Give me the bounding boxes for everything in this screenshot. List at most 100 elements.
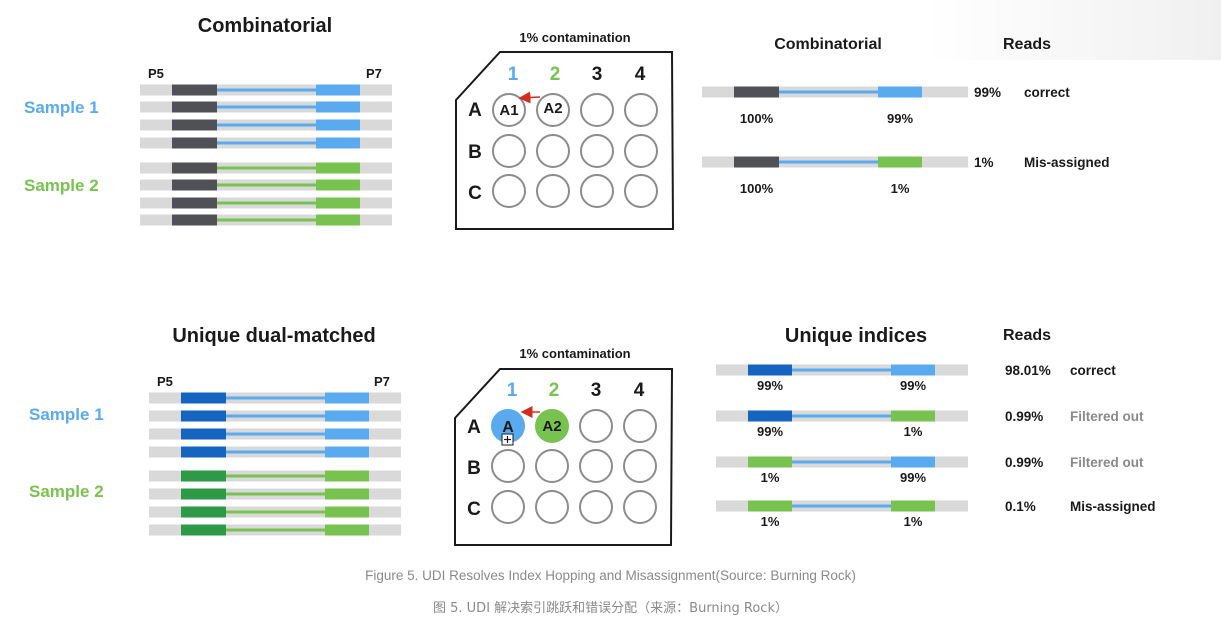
bottom-row-a: A [467,417,481,438]
read-label: Filtered out [1070,409,1144,424]
i5-index-block [172,214,217,226]
plate-well [492,134,526,168]
bottom-title: Unique dual-matched [172,325,375,347]
i5-index-block [181,470,226,482]
top-plate-labels: 1 2 3 4 A B C [468,64,646,204]
bottom-results: 99% 99% 98.01% correct 99% 1% 0.99% Filtered ou… [716,363,1156,529]
read-right-index [878,86,922,98]
read-left-index [734,86,779,98]
i7-index-block [316,214,360,226]
read-left-index [734,156,779,168]
i5-index-block [172,197,217,209]
top-p5-label: P5 [148,66,164,81]
top-right-shade [921,0,1221,60]
i5-index-block [172,84,217,96]
read-left-index [748,364,792,376]
top-wells [492,93,658,208]
top-col-2: 2 [550,64,561,85]
i5-index-block [172,162,217,174]
i5-index-block [181,392,226,404]
plate-well [536,134,570,168]
plate-well [624,93,658,127]
plate-well [579,409,613,443]
i5-index-block [172,119,217,131]
read-value: 0.1% [1005,499,1036,514]
i7-index-block [316,101,360,113]
read-value: 1% [974,155,994,170]
plate-well [492,174,526,208]
read-right-index [891,410,935,422]
bottom-col-2: 2 [549,380,560,401]
bottom-strands [149,392,401,536]
plus-square-icon [501,433,514,446]
bottom-col-3: 3 [591,380,602,401]
i5-index-block [181,446,226,458]
top-plate-outline [455,51,675,230]
bottom-col-4: 4 [634,380,645,401]
i7-index-block [325,428,369,440]
top-result-title: Combinatorial [774,36,882,53]
figure-caption-en: Figure 5. UDI Resolves Index Hopping and… [365,568,856,583]
read-label: Filtered out [1070,455,1144,470]
figure-caption-zh: 图 5. UDI 解决索引跳跃和错误分配（来源：Burning Rock） [433,601,788,616]
i5-index-block [181,428,226,440]
plate-well [536,93,570,127]
top-col-4: 4 [635,64,646,85]
i7-index-block [325,488,369,500]
i5-index-block [172,101,217,113]
i7-index-block [316,162,360,174]
read-value: 0.99% [1005,455,1043,470]
plate-well [535,490,569,524]
read-left-percent: 99% [757,424,783,439]
bottom-reads-title: Reads [1003,327,1051,344]
top-strands [140,84,392,226]
i5-index-block [181,524,226,536]
read-label: correct [1070,363,1116,378]
plate-well [492,93,526,127]
bottom-plate-labels: 1 2 3 4 A B C [467,380,645,520]
i7-index-block [325,524,369,536]
plate-well [624,134,658,168]
top-col-3: 3 [592,64,603,85]
i5-index-block [172,137,217,149]
bottom-col-1: 1 [507,380,518,401]
i5-index-block [181,488,226,500]
plate-well [579,449,613,483]
top-well-a1-label: A1 [499,102,518,119]
read-left-percent: 1% [761,514,780,529]
i5-index-block [181,410,226,422]
top-row-a: A [468,100,482,121]
plate-well [491,449,525,483]
plate-well [535,449,569,483]
read-value: 0.99% [1005,409,1043,424]
i7-index-block [316,119,360,131]
read-left-percent: 100% [740,181,774,196]
read-left-percent: 99% [757,378,783,393]
plate-well [623,490,657,524]
bottom-p7-label: P7 [374,374,390,389]
bottom-row-b: B [467,458,481,479]
i7-index-block [316,84,360,96]
i7-index-block [316,179,360,191]
i7-index-block [325,506,369,518]
i7-index-block [316,197,360,209]
read-label: correct [1024,85,1070,100]
i5-index-block [181,506,226,518]
top-row-c: C [468,183,482,204]
top-well-a2-label: A2 [543,100,562,117]
read-label: Mis-assigned [1070,499,1156,514]
i7-index-block [325,470,369,482]
read-left-index [748,410,792,422]
bottom-plate-outline [454,368,674,546]
bottom-wells [491,409,657,524]
plate-well [580,93,614,127]
read-right-percent: 99% [887,111,913,126]
i7-index-block [325,446,369,458]
read-right-percent: 1% [904,424,923,439]
read-left-index [748,456,792,468]
read-right-index [891,500,935,512]
plate-well [491,490,525,524]
top-plate-title: 1% contamination [519,30,630,45]
top-title: Combinatorial [198,15,332,37]
